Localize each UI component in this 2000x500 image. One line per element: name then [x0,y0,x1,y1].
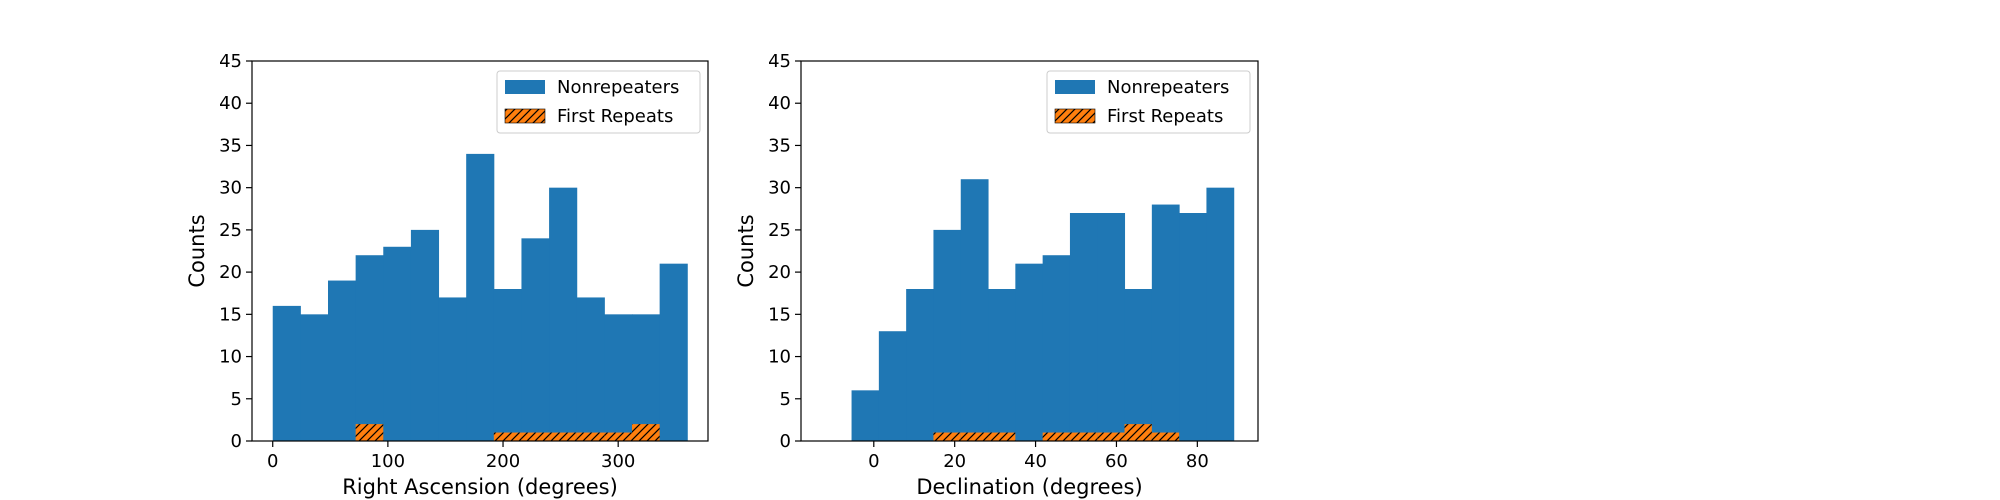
bar-nonrepeaters [1206,187,1235,441]
y-tick-label: 20 [219,262,242,283]
y-tick-label: 35 [219,135,242,156]
legend-swatch-nonrepeaters [1055,80,1095,94]
legend-swatch-hatch [1055,109,1095,123]
x-tick-label: 20 [943,451,966,472]
y-tick-label: 15 [219,304,242,325]
bar-nonrepeaters [521,238,550,441]
x-tick-label: 40 [1024,451,1047,472]
y-tick-label: 45 [768,51,791,72]
bar-nonrepeaters [1015,263,1044,441]
y-tick-label: 10 [768,347,791,368]
bar-first-repeats [1097,432,1125,441]
legend-label-first-repeats: First Repeats [1107,106,1223,127]
bar-nonrepeaters [632,314,661,441]
histogram-right-ascension: 0 5 10 15 20 25 30 35 40 45 0 100 200 300 Right Asce… [185,51,709,499]
y-tick-label: 5 [780,389,791,410]
bar-first-repeats [988,432,1016,441]
bar-nonrepeaters [466,153,495,441]
bar-first-repeats [1042,432,1070,441]
x-tick-label: 80 [1186,451,1209,472]
bar-nonrepeaters [300,314,329,441]
bar-nonrepeaters [878,331,907,441]
legend-box [1046,70,1251,134]
y-tick-label: 0 [780,431,791,452]
legend-label-nonrepeaters: Nonrepeaters [1107,77,1229,98]
bar-nonrepeaters [410,229,440,441]
x-tick-label: 100 [371,451,405,472]
y-tick-label: 30 [219,178,242,199]
bar-nonrepeaters [438,297,467,441]
bar-nonrepeaters [604,314,633,441]
bar-nonrepeaters [383,246,412,441]
y-tick-label: 45 [219,51,242,72]
bar-first-repeats [493,432,522,441]
y-tick-label: 35 [768,135,791,156]
bar-nonrepeaters [576,297,605,441]
x-axis-label: Right Ascension (degrees) [342,475,618,499]
bar-first-repeats [355,424,384,441]
y-tick-label: 10 [219,347,242,368]
bar-nonrepeaters [1151,204,1180,441]
bar-first-repeats [604,432,632,441]
y-tick-label: 5 [231,389,242,410]
bar-nonrepeaters [493,289,522,441]
x-tick-label: 0 [267,451,278,472]
y-axis-label: Counts [734,214,758,287]
y-tick-label: 0 [231,431,242,452]
bar-first-repeats [576,432,605,441]
y-tick-label: 25 [219,220,242,241]
legend-swatch-hatch [505,109,545,123]
legend: Nonrepeaters First Repeats [1046,70,1251,134]
bar-first-repeats [960,432,989,441]
bar-nonrepeaters [906,289,934,441]
bar-first-repeats [521,432,550,441]
bar-nonrepeaters [1179,213,1207,441]
bar-nonrepeaters [328,280,357,441]
x-tick-label: 300 [601,451,635,472]
bar-first-repeats [1124,424,1152,441]
y-tick-label: 20 [768,262,791,283]
legend-swatch-nonrepeaters [505,80,545,94]
x-tick-label: 0 [868,451,879,472]
legend: Nonrepeaters First Repeats [496,70,701,134]
legend-label-first-repeats: First Repeats [557,106,673,127]
plot-frame [251,60,709,442]
y-tick-label: 15 [768,304,791,325]
bar-nonrepeaters [659,263,688,441]
bar-nonrepeaters [1124,289,1153,441]
legend-label-nonrepeaters: Nonrepeaters [557,77,679,98]
bar-nonrepeaters [1042,255,1071,441]
x-tick-label: 200 [486,451,520,472]
bar-first-repeats [1069,432,1098,441]
y-axis-label: Counts [185,214,209,287]
bar-nonrepeaters [851,390,880,441]
bar-nonrepeaters [933,229,962,441]
y-tick-label: 40 [768,93,791,114]
bar-nonrepeaters [960,179,989,441]
bar-nonrepeaters [1097,213,1126,441]
plot-frame [800,60,1259,442]
y-tick-label: 40 [219,93,242,114]
x-axis-label: Declination (degrees) [916,475,1142,499]
bar-nonrepeaters [988,289,1016,441]
bar-nonrepeaters [355,255,384,441]
bar-nonrepeaters [272,305,301,441]
legend-box [496,70,701,134]
histogram-declination: 0 5 10 15 20 25 30 35 40 45 0 20 40 60 80 Declination… [734,51,1259,499]
y-tick-label: 30 [768,178,791,199]
x-tick-label: 60 [1105,451,1128,472]
bar-nonrepeaters [1069,213,1098,441]
y-tick-label: 25 [768,220,791,241]
bar-first-repeats [933,432,961,441]
bar-first-repeats [632,424,660,441]
bar-first-repeats [1151,432,1180,441]
bar-nonrepeaters [549,187,578,441]
bar-first-repeats [549,432,577,441]
